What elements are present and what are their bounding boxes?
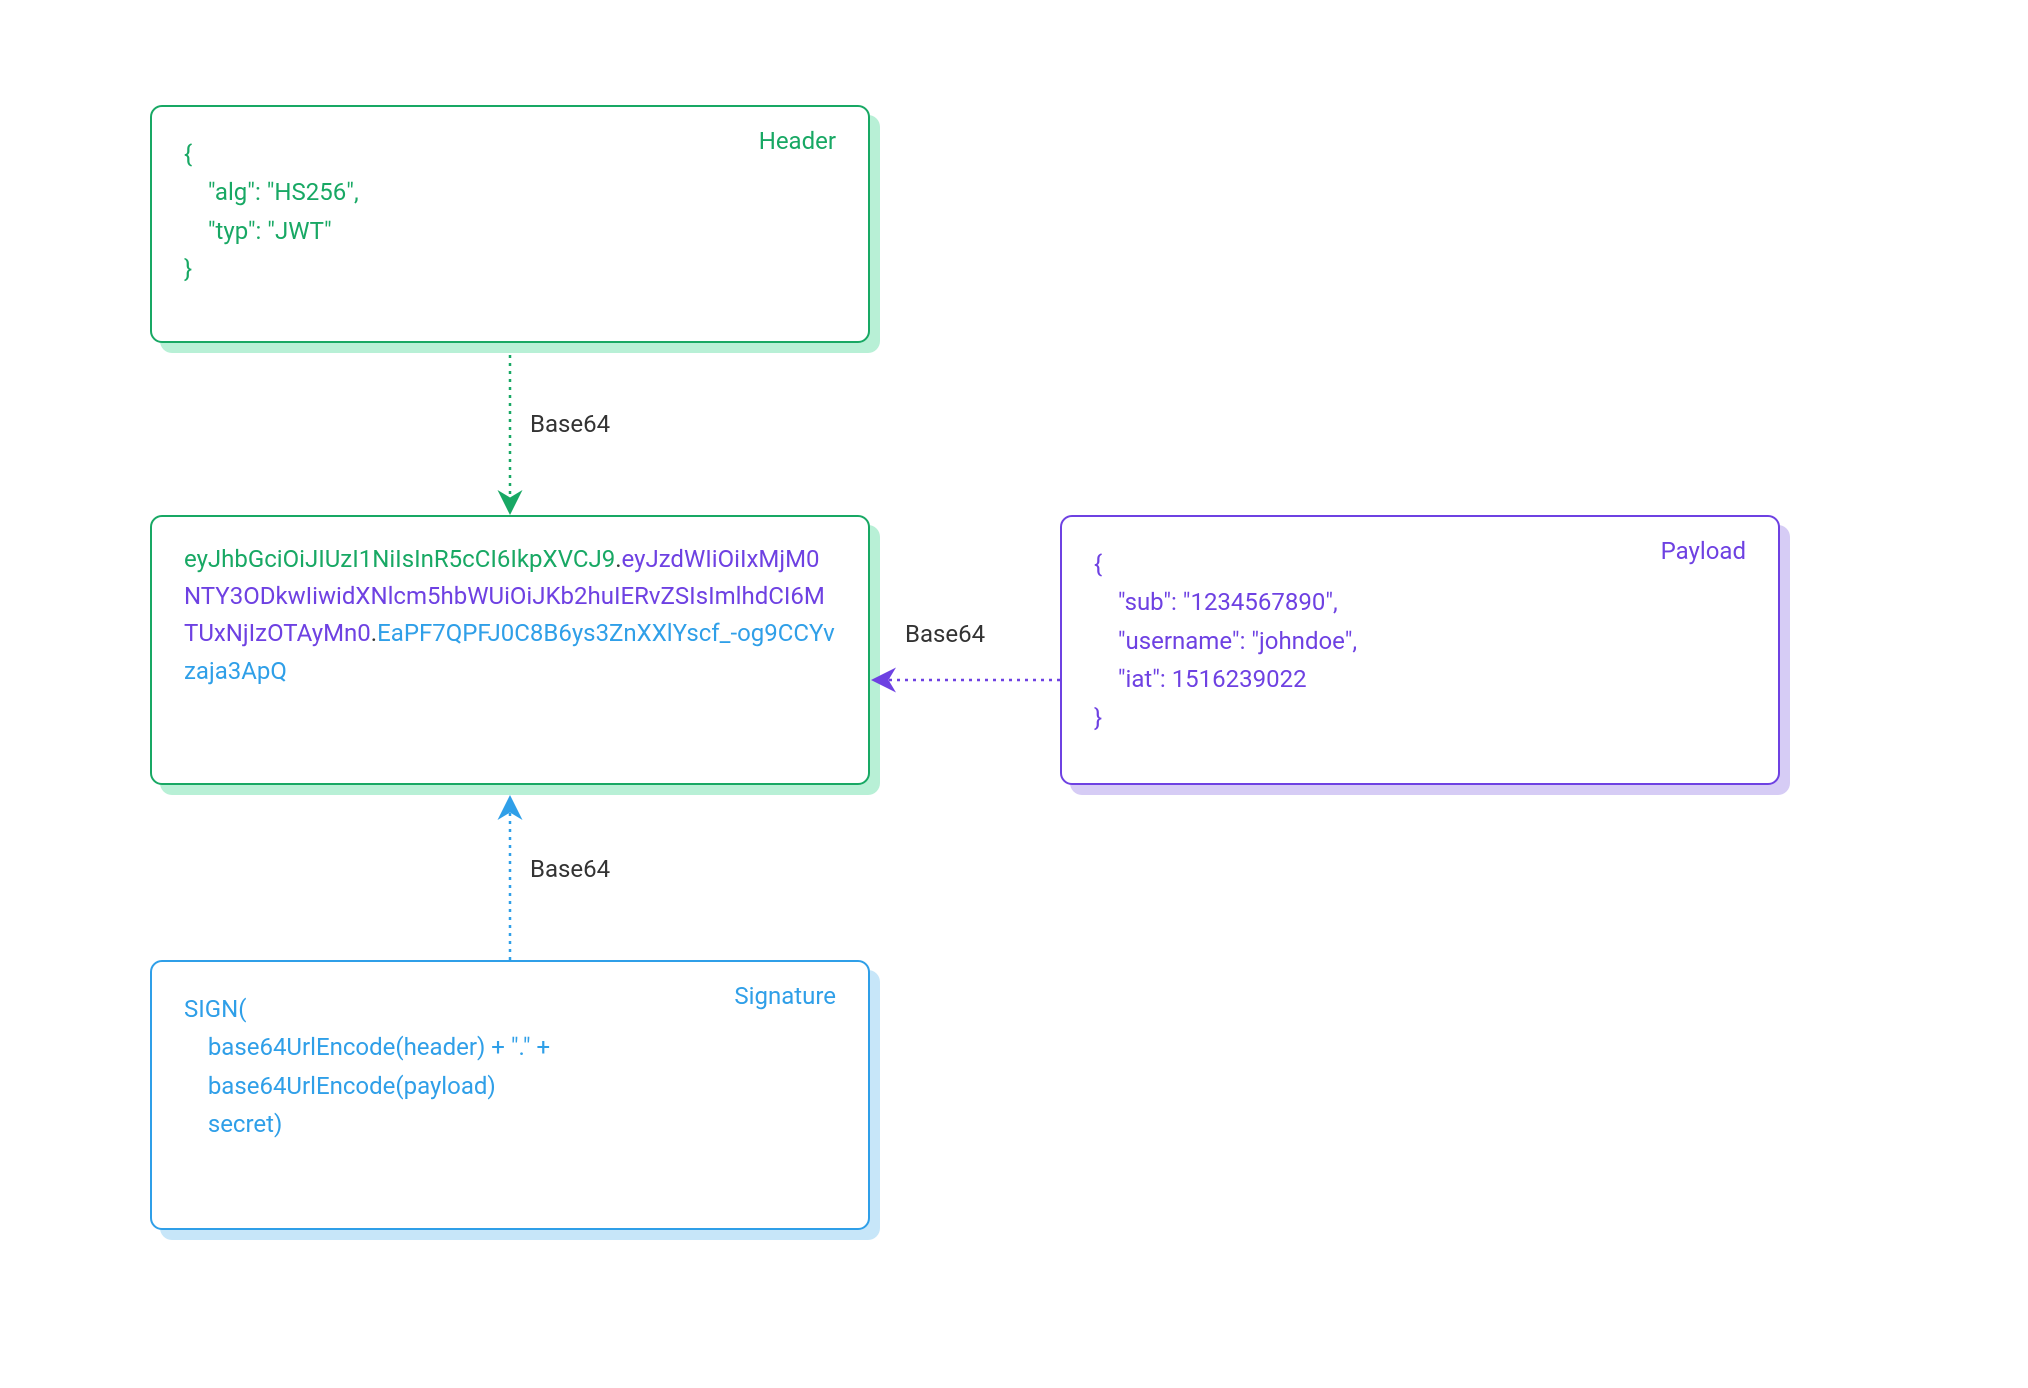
edge-label-payload: Base64 xyxy=(905,620,985,648)
edge-header-to-token xyxy=(0,0,2028,1388)
edge-label-signature: Base64 xyxy=(530,855,610,883)
edge-label-header: Base64 xyxy=(530,410,610,438)
